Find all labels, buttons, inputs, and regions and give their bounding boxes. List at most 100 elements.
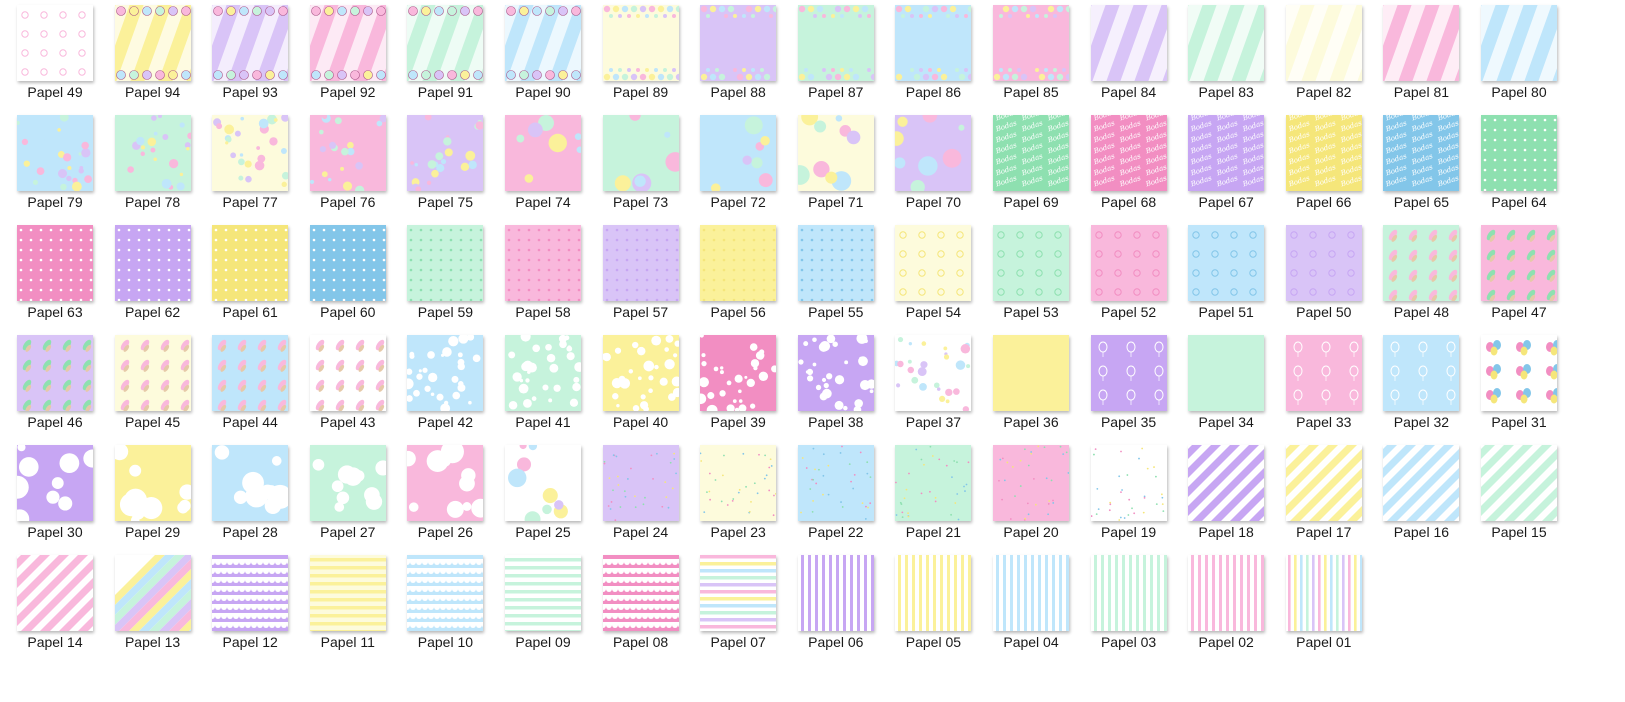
file-item[interactable]: Papel 26 [397, 440, 493, 546]
file-item[interactable]: Papel 02 [1178, 550, 1274, 656]
file-item[interactable]: Papel 70 [885, 110, 981, 216]
file-item[interactable]: Papel 77 [202, 110, 298, 216]
file-item[interactable]: Papel 24 [593, 440, 689, 546]
file-item[interactable]: Bodas Bodas Bodas Bodas Bodas Bodas Bodas Bodas… [1178, 110, 1274, 216]
file-item[interactable]: Papel 80 [1471, 0, 1567, 106]
file-item[interactable]: Papel 39 [690, 330, 786, 436]
file-item[interactable]: Papel 05 [885, 550, 981, 656]
file-item[interactable]: Papel 27 [300, 440, 396, 546]
file-item[interactable]: Papel 09 [495, 550, 591, 656]
file-item[interactable]: Papel 87 [788, 0, 884, 106]
file-item[interactable]: Papel 32 [1373, 330, 1469, 436]
file-item[interactable]: Papel 23 [690, 440, 786, 546]
file-item[interactable]: Papel 94 [105, 0, 201, 106]
file-item[interactable]: Papel 33 [1276, 330, 1372, 436]
file-item[interactable]: Papel 90 [495, 0, 591, 106]
file-item[interactable]: Papel 62 [105, 220, 201, 326]
file-item[interactable]: Papel 53 [983, 220, 1079, 326]
file-item[interactable]: Papel 61 [202, 220, 298, 326]
file-item[interactable]: Papel 11 [300, 550, 396, 656]
file-item[interactable]: Papel 07 [690, 550, 786, 656]
file-item[interactable]: Bodas Bodas Bodas Bodas Bodas Bodas Bodas Bodas… [1276, 110, 1372, 216]
file-item[interactable]: Papel 22 [788, 440, 884, 546]
pattern-preview [602, 445, 679, 521]
file-item[interactable]: Papel 86 [885, 0, 981, 106]
file-item[interactable]: Papel 43 [300, 330, 396, 436]
file-item[interactable]: Papel 41 [495, 330, 591, 436]
file-item[interactable]: Papel 35 [1081, 330, 1177, 436]
file-name: Papel 69 [1003, 194, 1059, 210]
file-item[interactable]: Papel 03 [1081, 550, 1177, 656]
file-item[interactable]: Papel 82 [1276, 0, 1372, 106]
file-item[interactable]: Papel 16 [1373, 440, 1469, 546]
file-item[interactable]: Papel 30 [7, 440, 103, 546]
file-item[interactable]: Papel 06 [788, 550, 884, 656]
file-item[interactable]: Papel 17 [1276, 440, 1372, 546]
file-item[interactable]: Papel 89 [593, 0, 689, 106]
file-item[interactable]: Papel 47 [1471, 220, 1567, 326]
file-item[interactable]: Papel 52 [1081, 220, 1177, 326]
file-item[interactable]: Papel 01 [1276, 550, 1372, 656]
file-item[interactable]: Papel 36 [983, 330, 1079, 436]
file-item[interactable]: Papel 44 [202, 330, 298, 436]
file-item[interactable]: Bodas Bodas Bodas Bodas Bodas Bodas Bodas Bodas… [983, 110, 1079, 216]
file-item[interactable]: Papel 64 [1471, 110, 1567, 216]
file-item[interactable]: Papel 14 [7, 550, 103, 656]
file-item[interactable]: Papel 34 [1178, 330, 1274, 436]
file-item[interactable]: Papel 92 [300, 0, 396, 106]
file-item[interactable]: Papel 49 [7, 0, 103, 106]
file-item[interactable]: Papel 18 [1178, 440, 1274, 546]
file-item[interactable]: Papel 54 [885, 220, 981, 326]
file-item[interactable]: Papel 55 [788, 220, 884, 326]
file-item[interactable]: Papel 88 [690, 0, 786, 106]
file-item[interactable]: Papel 46 [7, 330, 103, 436]
pattern-preview [602, 555, 679, 631]
file-item[interactable]: Papel 19 [1081, 440, 1177, 546]
file-item[interactable]: Papel 58 [495, 220, 591, 326]
file-item[interactable]: Papel 91 [397, 0, 493, 106]
file-name: Papel 08 [612, 634, 669, 650]
file-item[interactable]: Papel 73 [593, 110, 689, 216]
file-item[interactable]: Papel 51 [1178, 220, 1274, 326]
file-item[interactable]: Papel 93 [202, 0, 298, 106]
file-item[interactable]: Papel 40 [593, 330, 689, 436]
file-item[interactable]: Papel 37 [885, 330, 981, 436]
file-item[interactable]: Papel 78 [105, 110, 201, 216]
file-item[interactable]: Papel 71 [788, 110, 884, 216]
file-item[interactable]: Papel 81 [1373, 0, 1469, 106]
file-item[interactable]: Papel 28 [202, 440, 298, 546]
file-item[interactable]: Papel 42 [397, 330, 493, 436]
file-item[interactable]: Papel 38 [788, 330, 884, 436]
file-item[interactable]: Papel 56 [690, 220, 786, 326]
file-item[interactable]: Papel 85 [983, 0, 1079, 106]
file-item[interactable]: Papel 74 [495, 110, 591, 216]
file-item[interactable]: Papel 29 [105, 440, 201, 546]
file-item[interactable]: Papel 45 [105, 330, 201, 436]
file-item[interactable]: Papel 20 [983, 440, 1079, 546]
file-item[interactable]: Papel 15 [1471, 440, 1567, 546]
file-item[interactable]: Bodas Bodas Bodas Bodas Bodas Bodas Bodas Bodas… [1373, 110, 1469, 216]
file-item[interactable]: Papel 25 [495, 440, 591, 546]
file-item[interactable]: Papel 08 [593, 550, 689, 656]
file-item[interactable]: Papel 75 [397, 110, 493, 216]
file-item[interactable]: Papel 84 [1081, 0, 1177, 106]
file-item[interactable]: Papel 63 [7, 220, 103, 326]
file-item[interactable]: Papel 83 [1178, 0, 1274, 106]
file-item[interactable]: Papel 79 [7, 110, 103, 216]
file-item[interactable]: Papel 13 [105, 550, 201, 656]
file-item[interactable]: Papel 12 [202, 550, 298, 656]
file-item[interactable]: Papel 04 [983, 550, 1079, 656]
file-item[interactable]: Papel 72 [690, 110, 786, 216]
file-thumbnail [993, 225, 1069, 301]
file-item[interactable]: Papel 48 [1373, 220, 1469, 326]
file-item[interactable]: Papel 21 [885, 440, 981, 546]
file-item[interactable]: Papel 76 [300, 110, 396, 216]
file-item[interactable]: Papel 31 [1471, 330, 1567, 436]
file-item[interactable]: Papel 57 [593, 220, 689, 326]
file-name: Papel 10 [417, 634, 474, 650]
file-item[interactable]: Papel 60 [300, 220, 396, 326]
file-item[interactable]: Bodas Bodas Bodas Bodas Bodas Bodas Bodas Bodas… [1081, 110, 1177, 216]
file-item[interactable]: Papel 59 [397, 220, 493, 326]
file-item[interactable]: Papel 50 [1276, 220, 1372, 326]
file-item[interactable]: Papel 10 [397, 550, 493, 656]
